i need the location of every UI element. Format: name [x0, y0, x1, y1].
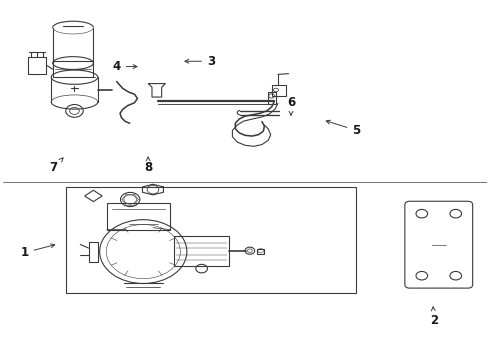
Bar — [271, 85, 286, 96]
Text: 8: 8 — [144, 157, 152, 174]
Text: 7: 7 — [49, 158, 63, 174]
Text: 4: 4 — [113, 60, 137, 73]
Bar — [89, 242, 98, 261]
Text: 2: 2 — [430, 307, 438, 327]
Bar — [107, 203, 170, 230]
Bar — [53, 61, 94, 77]
Text: 1: 1 — [21, 244, 55, 259]
Bar — [28, 57, 47, 74]
Text: 3: 3 — [185, 55, 215, 68]
Text: 6: 6 — [287, 95, 295, 115]
Text: 5: 5 — [326, 120, 361, 137]
Bar — [174, 236, 229, 266]
Bar — [257, 249, 265, 254]
Bar — [66, 187, 356, 293]
